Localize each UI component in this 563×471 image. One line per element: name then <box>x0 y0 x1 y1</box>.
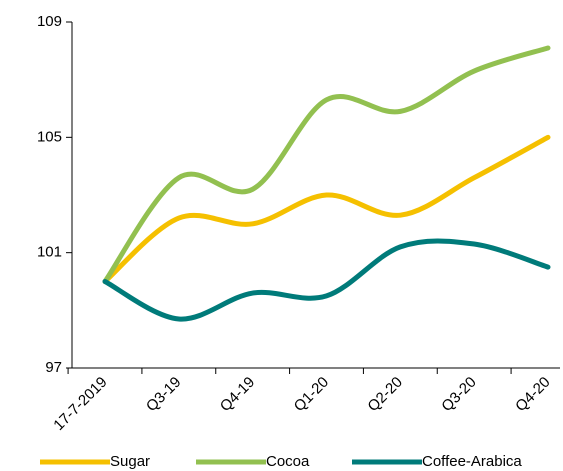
line <box>102 45 551 284</box>
legend-label: Sugar <box>110 453 150 470</box>
line <box>102 134 551 284</box>
legend-label: Cocoa <box>266 453 310 470</box>
x-tick-label: Q3-19 <box>143 374 185 416</box>
y-tick-label: 105 <box>37 128 62 145</box>
legend-label: Coffee-Arabica <box>422 453 522 470</box>
x-tick-label: Q4-20 <box>512 374 554 416</box>
x-tick-label: 17-7-2019 <box>50 374 110 434</box>
x-tick-label: Q3-20 <box>438 374 480 416</box>
y-tick-label: 97 <box>45 359 62 376</box>
line <box>102 238 551 322</box>
y-tick-label: 109 <box>37 13 62 30</box>
x-tick-label: Q1-20 <box>291 374 333 416</box>
x-tick-label: Q2-20 <box>364 374 406 416</box>
y-tick-label: 101 <box>37 244 62 261</box>
x-tick-label: Q4-19 <box>217 374 259 416</box>
